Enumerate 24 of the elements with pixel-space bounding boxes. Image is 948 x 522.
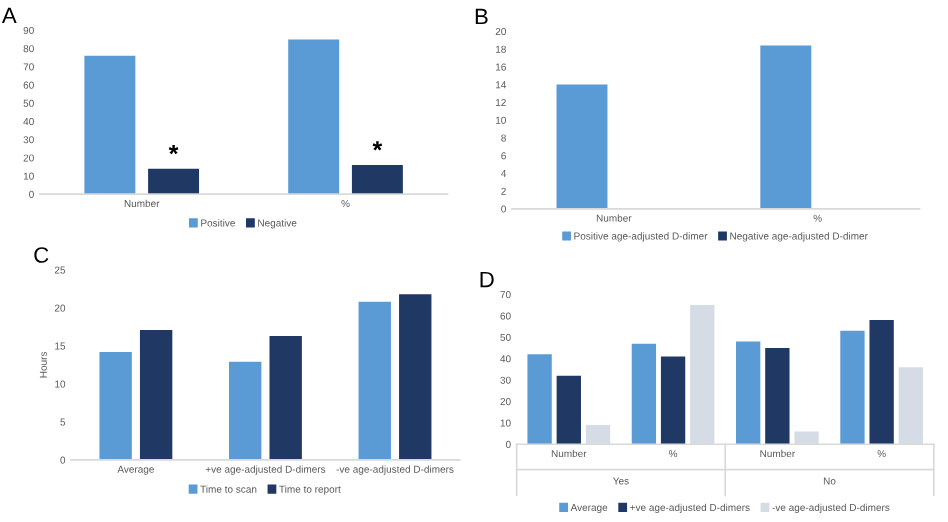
bar: [358, 301, 391, 460]
bar: [139, 329, 173, 460]
bar: [631, 343, 657, 445]
bar: [527, 354, 552, 445]
chart-title: C: [34, 247, 49, 263]
bar: [84, 55, 136, 195]
bar: [840, 330, 865, 445]
annotation: *: [372, 141, 383, 151]
bar: [399, 294, 432, 460]
bar: [148, 168, 200, 195]
bar: [869, 320, 894, 445]
chart-title: D: [480, 271, 494, 288]
annotation: *: [168, 144, 179, 155]
bar: [229, 361, 262, 460]
bar: [736, 341, 761, 445]
bar: [765, 347, 790, 445]
bar: [99, 351, 132, 460]
bar: [660, 356, 686, 445]
bar: [351, 165, 403, 195]
chart-title: B: [475, 8, 488, 25]
chart-title: A: [1, 7, 17, 24]
bar: [288, 39, 340, 195]
bar: [269, 336, 302, 460]
bar: [556, 375, 581, 445]
